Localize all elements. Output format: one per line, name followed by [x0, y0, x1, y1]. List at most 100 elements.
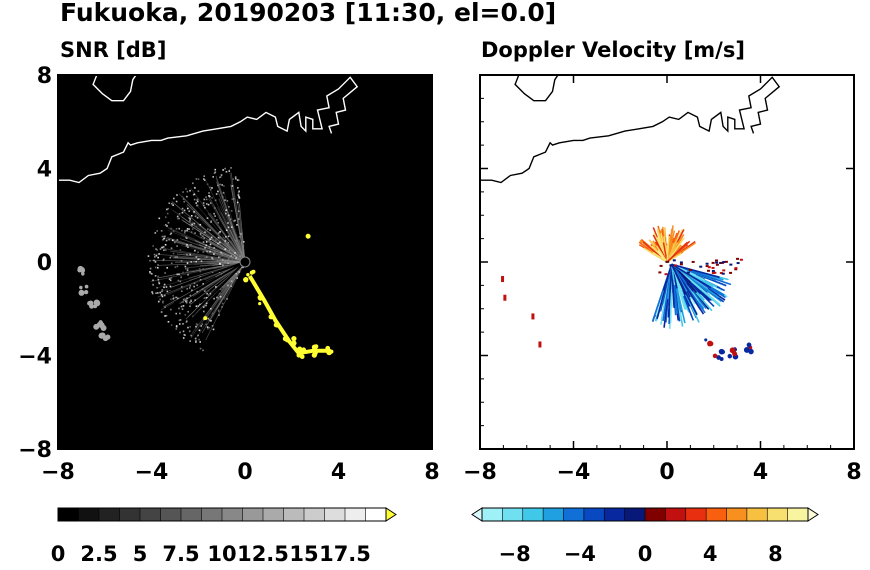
velocity-band: [707, 340, 713, 347]
echo-speckle: [170, 247, 173, 250]
echo-ray: [173, 241, 246, 263]
echo-speckle: [203, 304, 206, 307]
echo-ray: [229, 229, 246, 263]
velocity-pixel: [706, 269, 710, 272]
echo-speckle: [226, 200, 229, 202]
echo-speckle: [213, 172, 216, 175]
y-tick-label: −4: [18, 345, 52, 370]
echo-speckle: [241, 235, 243, 237]
echo-speckle: [207, 289, 210, 292]
velocity-pixel: [722, 261, 726, 264]
colorbar-swatch: [502, 508, 524, 521]
echo-speckle: [157, 278, 160, 281]
echo-speckle: [186, 195, 188, 198]
echo-speckle: [228, 249, 231, 252]
echo-speckle: [234, 177, 237, 180]
strong-echo: [291, 340, 297, 346]
echo-ray: [200, 234, 246, 263]
figure-title: Fukuoka, 20190203 [11:30, el=0.0]: [60, 0, 557, 27]
echo-speckle: [205, 304, 207, 307]
clutter-echo: [97, 321, 103, 328]
velocity-pixel: [705, 265, 709, 268]
echo-speckle: [237, 254, 240, 257]
echo-ray: [205, 261, 246, 341]
echo-speckle: [198, 338, 200, 341]
colorbar-swatch: [543, 508, 564, 521]
echo-ray: [157, 261, 246, 266]
beam-blockage: [167, 261, 246, 291]
echo-speckle: [165, 286, 168, 288]
colorbar-swatch: [746, 508, 768, 521]
echo-speckle: [217, 190, 219, 193]
echo-speckle: [220, 251, 222, 254]
echo-speckle: [210, 221, 212, 223]
echo-speckle: [202, 306, 205, 308]
echo-speckle: [199, 232, 202, 234]
echo-speckle: [176, 273, 179, 276]
x-tick-label: −8: [41, 460, 75, 485]
velocity-clutter: [531, 313, 535, 320]
echo-ray: [207, 253, 246, 263]
echo-speckle: [160, 311, 163, 313]
echo-speckle: [185, 267, 187, 270]
echo-speckle: [176, 194, 178, 196]
coastline-mainland: [58, 76, 359, 184]
colorbar-swatch: [685, 508, 707, 521]
colorbar-label: −8: [498, 542, 530, 566]
velocity-pixel: [711, 272, 715, 275]
colorbar-label: 7.5: [162, 542, 199, 566]
echo-speckle: [242, 240, 245, 243]
echo-speckle: [157, 275, 159, 278]
echo-speckle: [183, 200, 186, 203]
echo-speckle: [175, 328, 178, 330]
strong-echo: [301, 347, 307, 353]
velocity-pixel: [715, 263, 719, 266]
echo-speckle: [156, 230, 159, 232]
colorbar-swatch: [706, 508, 727, 521]
echo-speckle: [169, 233, 172, 236]
echo-speckle: [214, 207, 216, 209]
echo-speckle: [164, 306, 166, 309]
strong-echo: [314, 344, 319, 349]
echo-speckle: [238, 271, 241, 273]
clutter-echo: [78, 289, 85, 296]
velocity-band: [746, 342, 752, 348]
echo-speckle: [219, 288, 222, 290]
echo-speckle: [159, 248, 162, 250]
echo-speckle: [236, 224, 238, 226]
echo-speckle: [229, 218, 232, 221]
echo-speckle: [190, 300, 192, 302]
clutter-echo: [83, 289, 89, 295]
echo-speckle: [163, 294, 166, 297]
echo-speckle: [227, 244, 229, 246]
echo-speckle: [174, 266, 177, 268]
colorbar-label: 15: [289, 542, 318, 566]
echo-speckle: [219, 230, 221, 233]
clutter-echo: [100, 332, 106, 338]
echo-speckle: [203, 310, 205, 313]
velocity-pixel: [669, 264, 673, 267]
echo-speckle: [230, 285, 232, 288]
echo-speckle: [179, 280, 182, 283]
snr-ticks: −8 −4 0 4 8 8 4 0 −4 −8: [18, 64, 439, 485]
velocity-pixel: [711, 270, 715, 273]
echo-speckle: [163, 237, 165, 240]
clutter-echo: [79, 285, 83, 290]
echo-speckle: [189, 285, 192, 287]
clutter-echo: [81, 272, 85, 276]
echo-speckle: [230, 223, 232, 225]
echo-speckle: [186, 253, 188, 256]
velocity-ray: [666, 240, 677, 263]
echo-speckle: [154, 232, 157, 234]
echo-speckle: [202, 204, 205, 207]
velocity-pixel: [707, 266, 711, 269]
echo-speckle: [183, 333, 186, 336]
echo-speckle: [186, 262, 189, 264]
echo-speckle: [211, 251, 213, 253]
echo-speckle: [195, 260, 197, 263]
echo-speckle: [195, 323, 198, 325]
echo-speckle: [218, 256, 220, 259]
velocity-pixel: [711, 266, 715, 269]
echo-speckle: [221, 302, 224, 305]
echo-speckle: [196, 290, 198, 293]
